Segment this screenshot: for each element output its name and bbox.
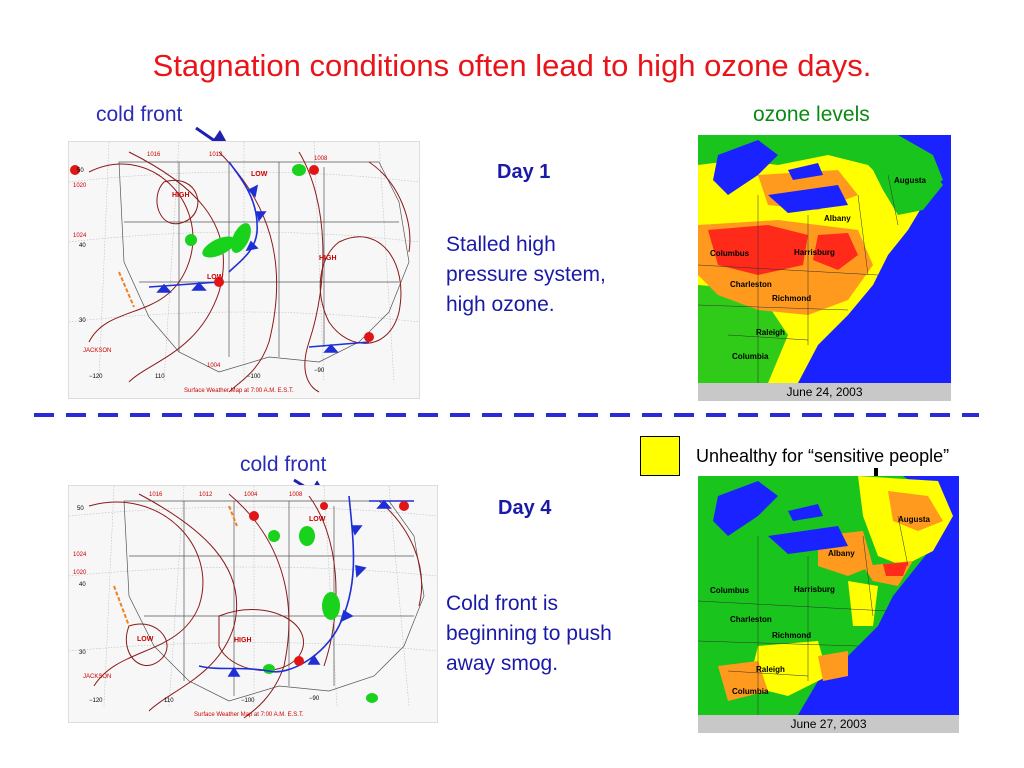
oz4-city-augusta: Augusta [898,515,931,524]
ozone-map-day1: Augusta Albany Columbus Harrisburg Charl… [698,135,951,401]
oz4-city-columbia: Columbia [732,687,769,696]
wx1-lon-100: −100 [247,374,261,380]
wx4-iso-1024: 1024 [73,552,87,558]
section-divider [34,413,979,417]
wx1-lat-30: 30 [79,318,86,324]
oz1-city-albany: Albany [824,214,851,223]
wx1-lon-90: −90 [314,368,325,374]
wx4-lon-120: −120 [89,698,103,704]
wx1-caption: Surface Weather Map at 7:00 A.M. E.S.T. [184,388,294,394]
day4-desc-line-2: beginning to push [446,622,612,645]
oz1-city-raleigh: Raleigh [756,328,785,337]
ozone-map-day4: Augusta Albany Columbus Harrisburg Charl… [698,476,959,733]
legend-swatch [640,436,680,476]
wx1-lat-40: 40 [79,243,86,249]
wx4-iso-1004: 1004 [244,492,258,498]
wx4-lon-100: −100 [241,698,255,704]
cold-front-label-bottom: cold front [240,453,327,476]
oz4-city-richmond: Richmond [772,631,811,640]
wx4-iso-1020: 1020 [73,570,87,576]
oz1-city-columbus: Columbus [710,249,750,258]
wx1-iso-1008: 1008 [314,156,328,162]
wx4-caption: Surface Weather Map at 7:00 A.M. E.S.T. [194,712,304,718]
day4-heading: Day 4 [498,497,552,519]
oz4-city-albany: Albany [828,549,855,558]
oz1-city-columbia: Columbia [732,352,769,361]
wx4-lat-40: 40 [79,582,86,588]
ozone-levels-label: ozone levels [753,103,870,126]
oz4-city-harrisburg: Harrisburg [794,585,835,594]
oz4-city-charleston: Charleston [730,615,772,624]
oz1-city-harrisburg: Harrisburg [794,248,835,257]
wx1-low-label-1: LOW [251,171,268,178]
wx4-lat-50: 50 [77,506,84,512]
weather-map-day1: HIGH HIGH LOW LOW JACKSON 1016 1012 1008… [68,141,420,399]
wx1-high-label-2: HIGH [319,255,337,262]
wx1-high-label-1: HIGH [172,192,190,199]
wx4-iso-1012: 1012 [199,492,213,498]
ozone-map-day1-graphic: Augusta Albany Columbus Harrisburg Charl… [698,135,951,383]
oz4-city-columbus: Columbus [710,586,750,595]
wx1-low-label-2: LOW [207,274,224,281]
day1-desc-line-1: Stalled high [446,233,556,256]
day4-desc-line-1: Cold front is [446,592,559,615]
day1-description: Stalled high pressure system, high ozone… [446,230,606,320]
oz1-city-richmond: Richmond [772,294,811,303]
wx4-iso-1016: 1016 [149,492,163,498]
wx1-iso-1004: 1004 [207,363,221,369]
wx1-lon-110: 110 [155,374,165,380]
weather-map-day1-graphic: HIGH HIGH LOW LOW JACKSON 1016 1012 1008… [68,141,420,394]
day4-desc-line-3: away smog. [446,652,559,675]
wx4-iso-1008: 1008 [289,492,303,498]
wx4-high-label: HIGH [234,637,252,644]
weather-map-day4: HIGH LOW LOW JACKSON 1016 1012 1008 1004… [68,485,438,723]
day4-description: Cold front is beginning to push away smo… [446,589,612,679]
day1-desc-line-3: high ozone. [446,293,555,316]
wx4-low-label-1: LOW [137,636,154,643]
day1-heading: Day 1 [497,161,551,183]
wx4-city-label: JACKSON [83,674,111,680]
wx1-iso-1020: 1020 [73,183,87,189]
wx1-lon-120: −120 [89,374,103,380]
wx4-lon-90: −90 [309,696,320,702]
legend-label: Unhealthy for “sensitive people” [696,446,950,466]
slide-title: Stagnation conditions often lead to high… [152,48,872,83]
wx4-lon-110: 110 [164,698,174,704]
wx1-iso-1012: 1012 [209,152,223,158]
wx4-lat-30: 30 [79,650,86,656]
wx1-iso-1024: 1024 [73,233,87,239]
cold-front-label-top: cold front [96,103,183,126]
wx1-iso-1016: 1016 [147,152,161,158]
weather-map-day4-graphic: HIGH LOW LOW JACKSON 1016 1012 1008 1004… [68,485,438,719]
ozone-date-day1: June 24, 2003 [698,383,951,401]
ozone-map-day4-graphic: Augusta Albany Columbus Harrisburg Charl… [698,476,959,715]
ozone-date-day4: June 27, 2003 [698,715,959,733]
wx4-low-label-2: LOW [309,516,326,523]
wx1-city-label: JACKSON [83,348,111,354]
oz1-city-charleston: Charleston [730,280,772,289]
oz1-city-augusta: Augusta [894,176,927,185]
oz4-city-raleigh: Raleigh [756,665,785,674]
wx1-lat-50: 50 [77,168,84,174]
day1-desc-line-2: pressure system, [446,263,606,286]
